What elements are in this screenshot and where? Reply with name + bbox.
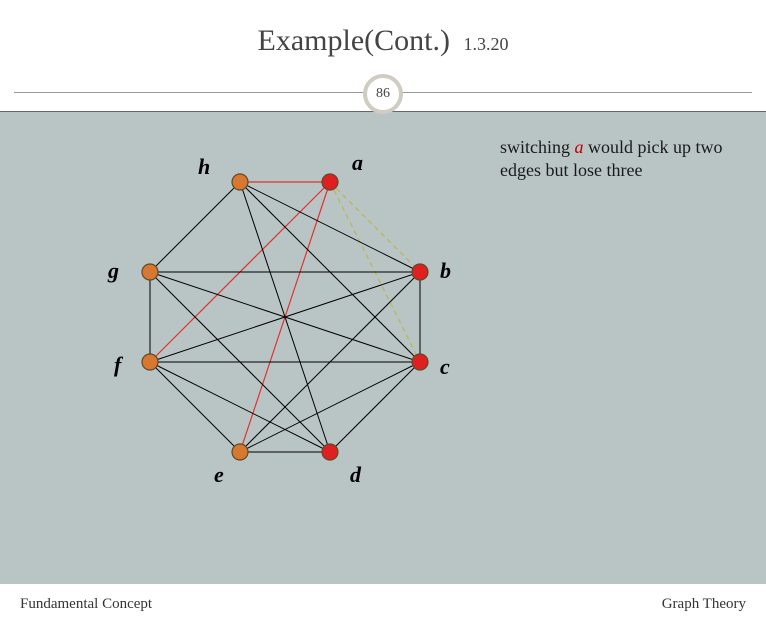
footer-right: Graph Theory bbox=[662, 596, 746, 613]
graph-diagram: h a b c d e f g bbox=[0, 112, 520, 542]
slide-number-badge: 86 bbox=[363, 74, 403, 114]
node-e bbox=[232, 444, 248, 460]
node-label-e: e bbox=[214, 462, 224, 487]
node-h bbox=[232, 174, 248, 190]
node-label-d: d bbox=[350, 462, 362, 487]
footer-left: Fundamental Concept bbox=[20, 596, 152, 613]
caption-text: switching a would pick up two edges but … bbox=[500, 136, 730, 183]
node-d bbox=[322, 444, 338, 460]
title-subscript: 1.3.20 bbox=[463, 34, 508, 54]
node-a bbox=[322, 174, 338, 190]
slide-title: Example(Cont.) 1.3.20 bbox=[0, 24, 766, 58]
node-label-a: a bbox=[352, 150, 363, 175]
node-label-g: g bbox=[107, 258, 119, 283]
node-b bbox=[412, 264, 428, 280]
node-label-b: b bbox=[440, 258, 451, 283]
edge-e-c bbox=[240, 362, 420, 452]
edge-c-d bbox=[330, 362, 420, 452]
caption-emphasis: a bbox=[575, 137, 584, 157]
node-f bbox=[142, 354, 158, 370]
edge-f-e bbox=[150, 362, 240, 452]
node-label-c: c bbox=[440, 354, 450, 379]
slide-footer: Fundamental Concept Graph Theory bbox=[0, 584, 766, 624]
title-main: Example(Cont.) bbox=[258, 24, 450, 57]
edge-f-d bbox=[150, 362, 330, 452]
caption-pre: switching bbox=[500, 137, 575, 157]
node-label-h: h bbox=[198, 154, 210, 179]
node-g bbox=[142, 264, 158, 280]
edge-h-g bbox=[150, 182, 240, 272]
node-label-f: f bbox=[114, 352, 124, 377]
edge-a-b bbox=[330, 182, 420, 272]
node-c bbox=[412, 354, 428, 370]
edge-h-b bbox=[240, 182, 420, 272]
